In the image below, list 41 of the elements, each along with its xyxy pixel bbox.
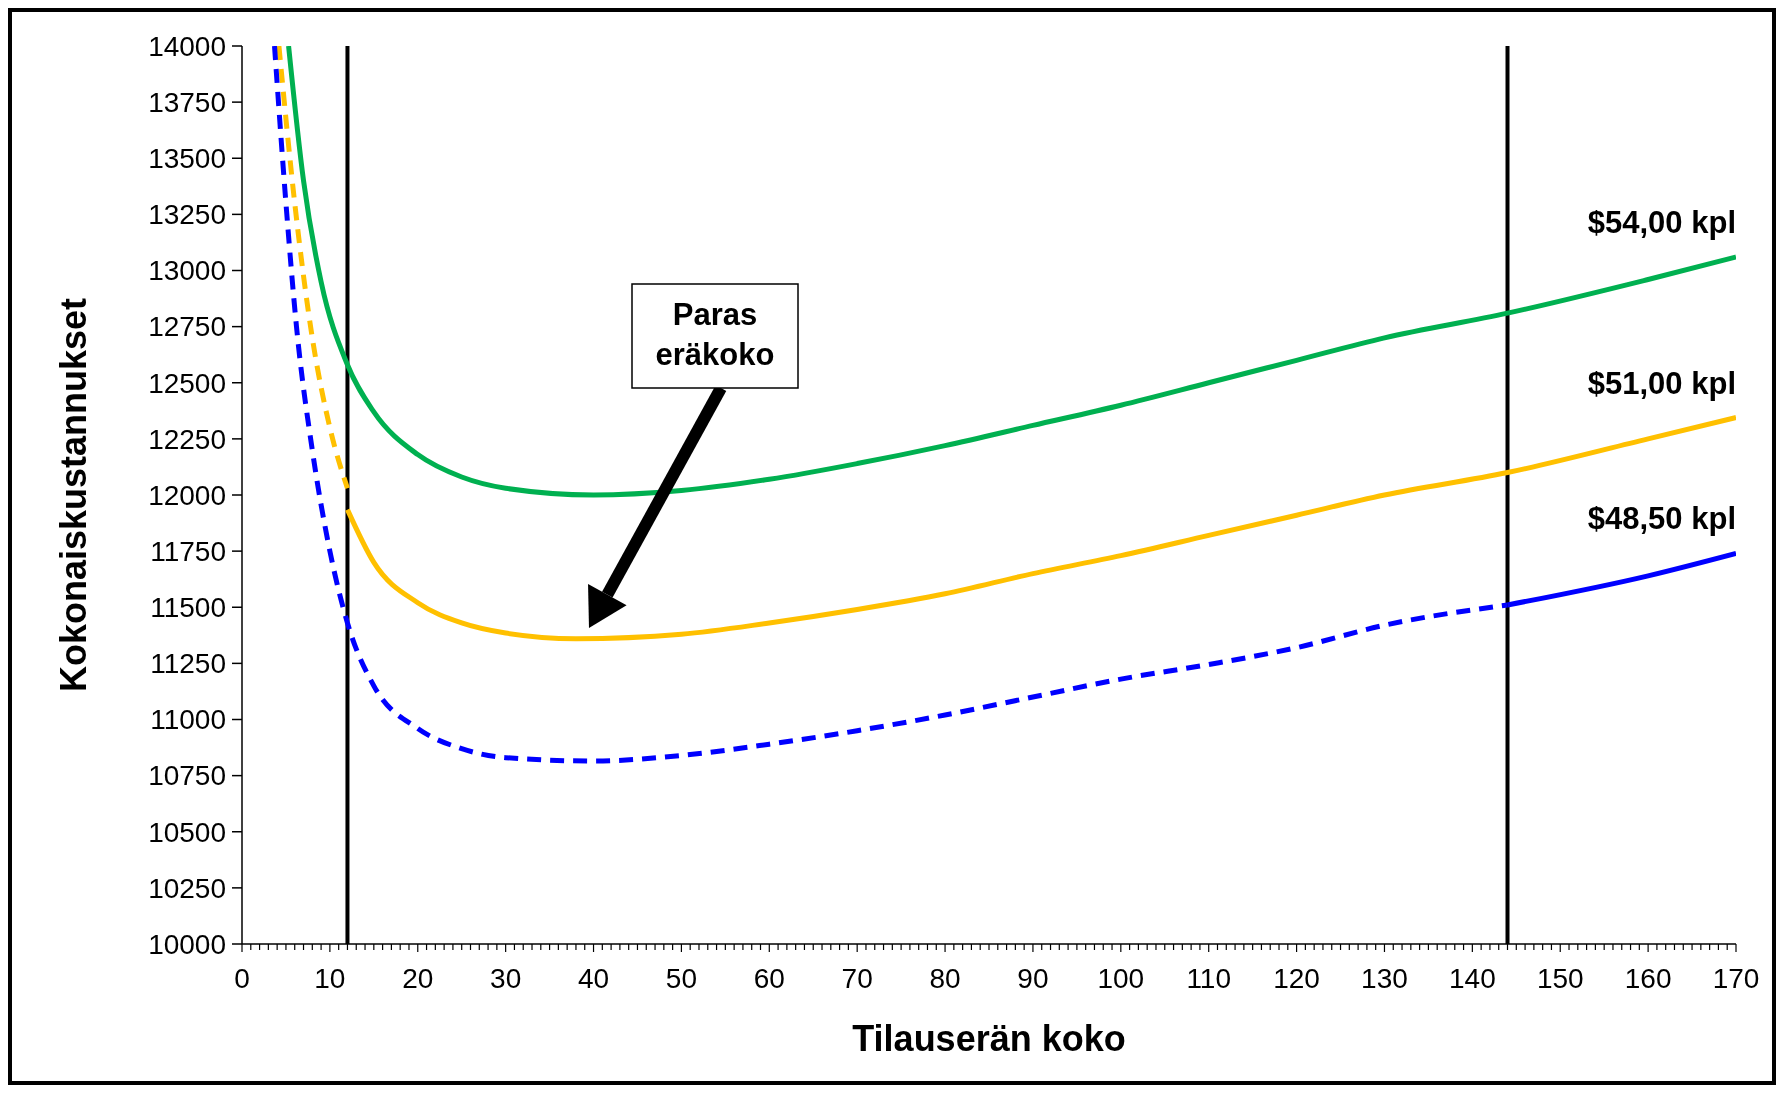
annotation: Paras eräkoko — [655, 297, 775, 372]
x-tick-label: 90 — [1017, 963, 1049, 994]
y-tick-label: 12500 — [148, 367, 226, 399]
series-label: $48,50 kpl — [1587, 501, 1736, 537]
y-tick-label: 12250 — [148, 423, 226, 455]
x-tick-label: 80 — [929, 963, 961, 994]
x-tick-label: 100 — [1097, 963, 1145, 994]
y-tick-label: 11750 — [150, 535, 226, 567]
y-tick-label: 11250 — [150, 648, 226, 680]
x-tick-label: 70 — [841, 963, 873, 994]
y-tick-label: 10000 — [148, 928, 226, 960]
x-tick-label: 140 — [1448, 963, 1496, 994]
y-tick-label: 11000 — [150, 704, 226, 736]
x-tick-label: 170 — [1712, 963, 1760, 994]
x-tick-label: 110 — [1186, 963, 1232, 994]
y-tick-label: 13000 — [148, 255, 226, 287]
x-tick-label: 20 — [402, 963, 434, 994]
x-tick-label: 130 — [1361, 963, 1408, 994]
series-label: $54,00 kpl — [1587, 205, 1736, 241]
y-tick-label: 12750 — [148, 311, 226, 343]
x-tick-label: 160 — [1624, 963, 1672, 994]
y-tick-label: 11500 — [150, 592, 226, 624]
y-tick-label: 10500 — [148, 816, 226, 848]
y-tick-label: 13250 — [148, 199, 226, 231]
x-tick-label: 60 — [753, 963, 785, 994]
y-axis-title: Kokonaiskustannukset — [53, 297, 94, 693]
x-tick-label: 0 — [234, 963, 250, 994]
x-tick-label: 120 — [1273, 963, 1320, 994]
x-axis-title: Tilauserän koko — [852, 1018, 1126, 1059]
x-tick-label: 40 — [577, 963, 610, 994]
y-tick-label: 14000 — [148, 30, 226, 62]
x-tick-label: 10 — [314, 963, 346, 994]
y-tick-label: 12000 — [148, 479, 226, 511]
y-tick-label: 13750 — [148, 86, 226, 118]
y-tick-label: 10750 — [148, 760, 226, 792]
x-tick-label: 30 — [490, 963, 522, 994]
x-tick-label: 50 — [665, 963, 697, 994]
x-tick-label: 150 — [1536, 963, 1584, 994]
y-tick-label: 13500 — [148, 143, 226, 175]
y-tick-label: 10250 — [148, 872, 226, 904]
series-label: $51,00 kpl — [1587, 365, 1736, 401]
